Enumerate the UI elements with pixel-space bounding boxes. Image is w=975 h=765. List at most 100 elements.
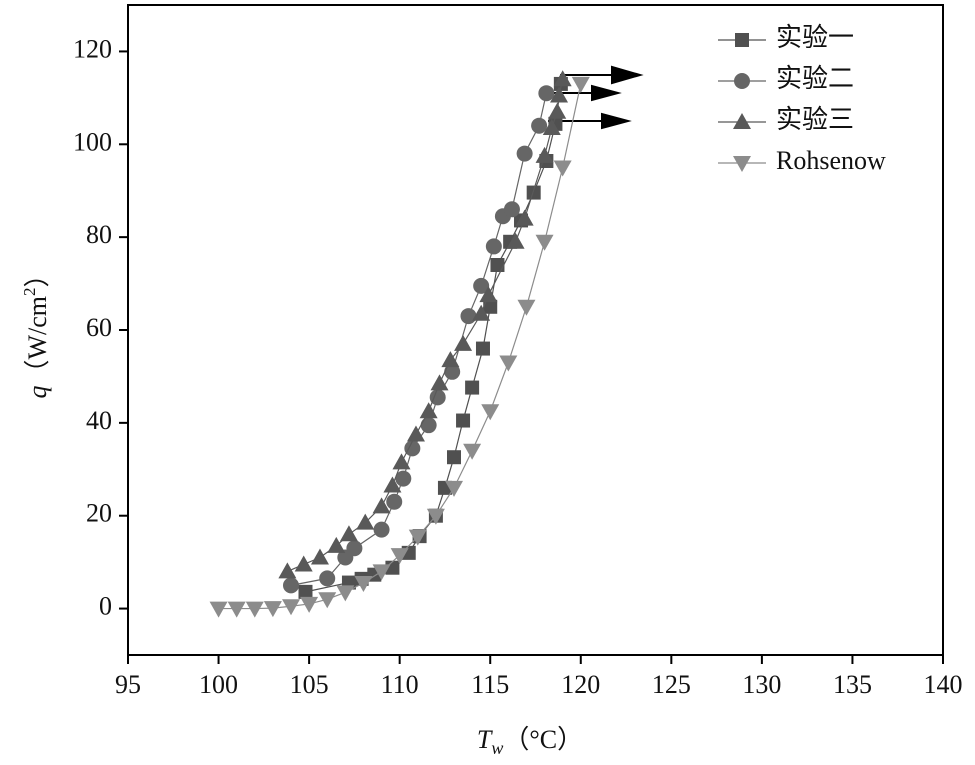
point — [445, 480, 463, 497]
legend-marker — [735, 33, 749, 47]
point — [395, 470, 412, 487]
point — [571, 76, 590, 93]
point — [441, 351, 460, 368]
point — [327, 536, 346, 553]
point — [517, 299, 536, 316]
point — [318, 592, 337, 609]
point — [392, 453, 411, 470]
point — [263, 601, 282, 618]
series-line — [218, 83, 582, 610]
legend-marker — [734, 73, 750, 89]
point — [542, 119, 561, 136]
y-tick-label: 0 — [99, 592, 112, 621]
point — [550, 86, 569, 103]
y-tick-label: 40 — [86, 406, 112, 435]
x-tick-label: 120 — [561, 670, 600, 699]
point — [531, 117, 548, 134]
point — [282, 599, 300, 616]
point — [209, 601, 228, 618]
point — [516, 145, 533, 162]
point — [503, 201, 520, 218]
point — [499, 355, 518, 372]
legend-marker — [733, 113, 751, 129]
point — [354, 576, 373, 593]
legend-marker — [733, 156, 751, 172]
point — [526, 185, 541, 200]
y-tick-label: 100 — [73, 127, 112, 156]
arrow — [548, 112, 632, 130]
point — [298, 584, 313, 599]
point — [472, 304, 491, 321]
plot-frame — [127, 4, 944, 656]
point — [485, 238, 502, 255]
point — [535, 146, 554, 163]
x-axis-label: Tw（°C） — [477, 725, 583, 758]
x-tick-label: 100 — [199, 670, 238, 699]
legend-label: 实验三 — [776, 105, 854, 134]
arrow — [560, 65, 644, 85]
point — [406, 425, 425, 442]
x-tick-label: 125 — [652, 670, 691, 699]
y-tick-label: 120 — [73, 34, 112, 63]
point — [430, 374, 449, 391]
point — [408, 529, 427, 546]
point — [404, 440, 421, 457]
point — [386, 493, 403, 510]
point — [483, 299, 498, 314]
point — [481, 404, 500, 421]
point — [339, 525, 358, 542]
x-tick-label: 135 — [833, 670, 872, 699]
point — [444, 363, 461, 380]
x-tick-label: 105 — [290, 670, 329, 699]
point — [346, 540, 363, 557]
point — [463, 443, 482, 460]
point — [465, 380, 480, 395]
point — [372, 564, 391, 581]
point — [429, 389, 446, 406]
point — [553, 70, 572, 87]
x-tick-label: 95 — [115, 670, 141, 699]
point — [515, 209, 534, 226]
point — [535, 234, 554, 251]
series-line — [290, 93, 547, 586]
point — [310, 548, 329, 565]
point — [294, 555, 313, 572]
point — [490, 258, 505, 272]
x-tick-label: 140 — [924, 670, 963, 699]
point — [506, 232, 525, 249]
point — [283, 577, 299, 594]
point — [390, 548, 409, 565]
point — [426, 508, 445, 525]
x-tick-label: 130 — [742, 670, 781, 699]
point — [475, 341, 490, 356]
point — [278, 562, 297, 579]
point — [245, 601, 264, 618]
point — [300, 596, 319, 613]
y-axis-label: q（W/cm2） — [20, 261, 52, 398]
x-tick-label: 110 — [381, 670, 419, 699]
point — [356, 513, 375, 530]
point — [460, 308, 477, 325]
point — [447, 450, 461, 465]
point — [553, 160, 572, 177]
arrow — [548, 84, 622, 102]
y-tick-label: 80 — [86, 220, 112, 249]
point — [538, 85, 555, 102]
point — [548, 102, 567, 119]
point — [419, 402, 438, 419]
y-tick-label: 60 — [86, 313, 112, 342]
point — [227, 601, 246, 618]
legend-label: 实验一 — [776, 23, 854, 52]
legend-label: Rohsenow — [776, 146, 886, 175]
y-tick-label: 20 — [86, 499, 112, 528]
point — [383, 476, 402, 493]
point — [454, 334, 473, 351]
x-tick-label: 115 — [471, 670, 509, 699]
point — [373, 521, 390, 538]
point — [456, 413, 471, 428]
point — [420, 417, 437, 434]
legend-label: 实验二 — [776, 64, 854, 93]
point — [336, 585, 355, 602]
point — [473, 277, 490, 294]
point — [479, 286, 498, 303]
